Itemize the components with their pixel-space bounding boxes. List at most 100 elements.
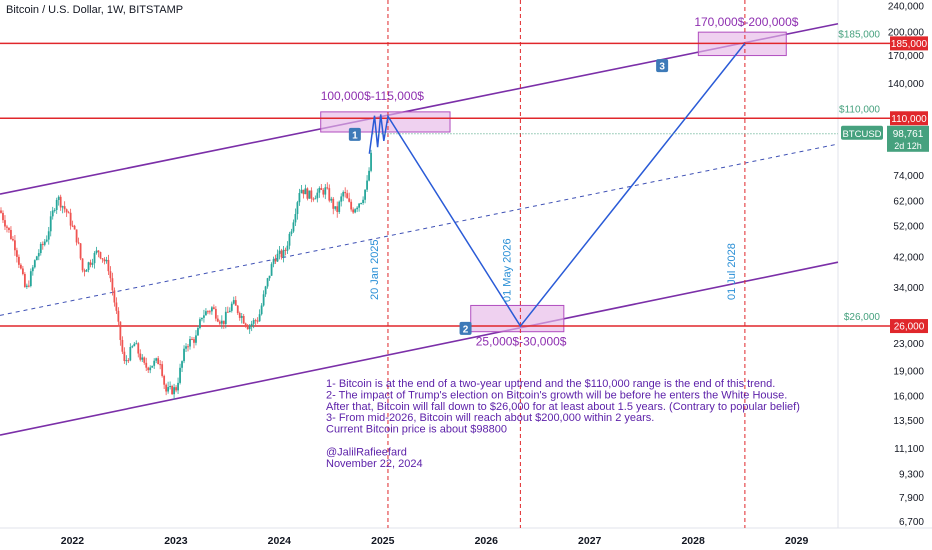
candle-body [328,188,331,201]
candle-body [336,206,339,212]
candle-body [344,192,347,194]
candle-body [151,365,154,368]
candle-body [145,362,148,368]
candle-body [366,180,368,190]
candle-body [149,367,152,371]
candle-body [248,325,251,330]
candle-body [111,278,114,291]
candle-body [35,256,38,261]
candle-body [362,199,364,204]
candle-body [250,323,253,326]
candle-body [121,340,124,352]
price-tick-label: 74,000 [893,171,924,182]
candle-body [286,245,289,251]
candle-body [95,250,98,254]
candle-body [288,233,291,246]
candle-body [272,259,275,265]
candle-body [8,227,10,230]
candle-body [21,268,24,275]
candle-body [350,201,353,210]
candle-body [197,327,199,336]
candle-body [246,325,249,330]
candle-body [165,384,168,392]
candle-body [97,250,100,253]
candle-body [37,253,40,257]
price-tick-label: 170,000 [888,51,925,62]
candle-body [252,320,255,324]
annotation-line: 1- Bitcoin is at the end of a two-year u… [326,378,775,390]
candle-body [175,387,177,391]
price-tick-label: 19,000 [893,367,924,378]
candle-body [191,339,193,341]
candle-body [167,387,170,392]
candle-body [39,243,42,254]
candle-body [101,258,104,260]
candle-body [59,196,62,208]
candle-body [292,222,295,232]
candle-body [131,346,134,348]
target-zone [470,304,565,333]
candle-body [264,286,267,295]
candle-body [312,198,315,200]
forecast-path [368,42,746,328]
candle-body [117,310,120,322]
candle-body [161,364,164,376]
bar-countdown: 2d 12h [894,141,922,151]
candle-body [222,320,225,324]
candle-body [240,316,243,318]
annotation-line: Current Bitcoin price is about $98800 [326,424,507,436]
candle-body [199,319,201,328]
candle-body [330,198,333,201]
candle-body [133,343,136,347]
candle-body [262,294,265,306]
candle-body [127,360,130,362]
candle-body [340,196,343,202]
candle-body [324,187,327,195]
candle-body [314,198,317,200]
candle-body [210,307,213,312]
annotation-line: After that, Bitcoin will fall down to $2… [326,401,800,413]
channel-mid-line [0,143,839,316]
candle-body [320,188,323,190]
candle-body [195,335,197,343]
candle-body [57,196,60,200]
date-marker-label: 01 May 2026 [501,238,513,302]
candle-body [316,192,319,199]
price-tick-label: 34,000 [893,283,924,294]
candle-body [109,271,112,279]
price-tick-label: 16,000 [893,392,924,403]
candle-body [71,225,74,227]
candle-body [207,311,209,313]
symbol-tag-label: BTCUSD [842,129,881,140]
candle-body [338,201,341,212]
candle-body [203,315,205,318]
price-level-tag-label: 26,000 [894,322,925,333]
candle-body [274,259,277,262]
time-tick-label: 2029 [785,535,809,547]
candle-body [4,220,6,227]
candle-body [226,311,229,313]
candle-body [276,253,279,262]
candle-body [43,241,46,245]
price-level-tag-label: 185,000 [891,39,928,50]
candle-body [266,278,269,287]
candle-body [41,243,44,245]
candle-body [179,367,181,383]
candle-body [89,262,92,265]
candle-body [302,189,305,195]
price-tick-label: 7,900 [899,493,924,504]
candle-body [157,358,160,365]
candle-body [370,152,372,171]
candle-body [47,231,50,240]
last-price-tag [887,125,929,152]
candle-body [14,240,16,251]
candle-body [326,187,329,189]
candle-body [254,320,257,322]
target-zone-label: 25,000$-30,000$ [476,335,567,349]
date-marker-label: 20 Jan 2025 [369,239,381,300]
price-tick-label: 62,000 [893,196,924,207]
target-zone-label: 100,000$-115,000$ [321,89,425,103]
candle-body [65,209,68,213]
point-badge [656,59,669,73]
